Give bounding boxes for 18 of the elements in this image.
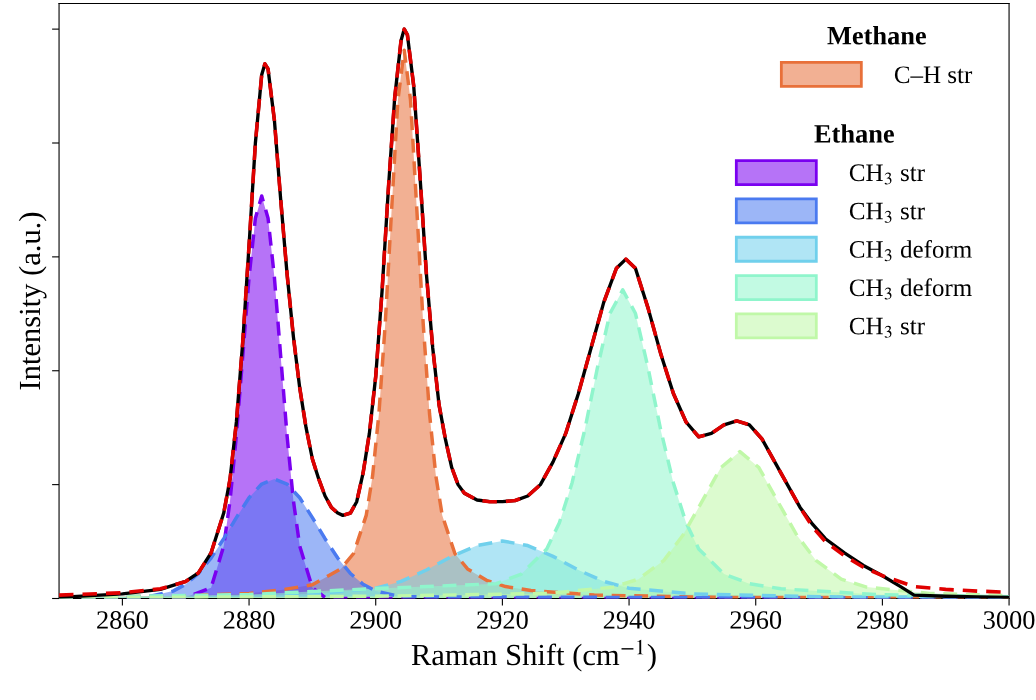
x-tick-label: 2980 (857, 611, 908, 629)
x-tick-label: 2960 (730, 611, 782, 629)
x-tick-label: 2940 (603, 611, 655, 629)
legend-label: CH$_{3}$ str (849, 317, 925, 338)
x-tick-label: 3000 (983, 611, 1035, 629)
legend-label: CH$_{3}$ str (849, 202, 925, 223)
legend-label: C–H str (894, 66, 973, 84)
legend-label: CH$_{3}$ deform (849, 240, 972, 262)
annotation: Ethane (814, 124, 894, 143)
x-tick-label: 2860 (97, 611, 148, 629)
x-tick-label: 2920 (477, 611, 528, 629)
x-tick-label: 2900 (350, 611, 402, 629)
legend-label: CH$_{3}$ str (849, 164, 925, 185)
legend-label: CH$_{3}$ deform (849, 278, 972, 300)
legend-title: Methane (827, 26, 926, 45)
x-tick-label: 2880 (223, 611, 275, 629)
y-axis-title: Intensity (a.u.) (18, 212, 47, 390)
x-axis-title: Raman Shift (cm$^{−1}$) (411, 639, 656, 672)
